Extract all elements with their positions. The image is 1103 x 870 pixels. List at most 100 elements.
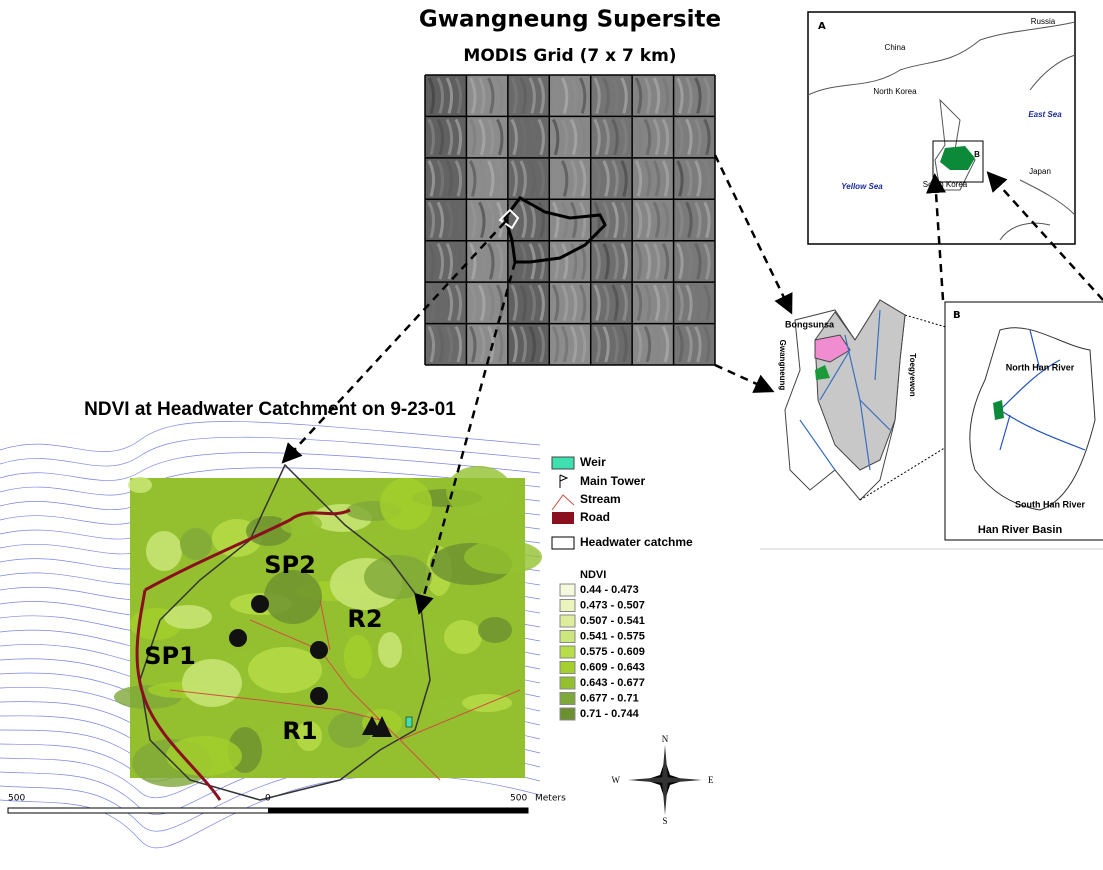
rivers — [999, 329, 1086, 451]
texture — [436, 325, 445, 363]
gwangneung-area — [815, 365, 830, 380]
texture — [593, 284, 601, 321]
ndvi-title: NDVI at Headwater Catchment on 9-23-01 — [84, 399, 456, 420]
compass-label: S — [662, 816, 667, 826]
ndvi-patch — [280, 513, 322, 535]
catchment-outline — [503, 196, 607, 264]
texture — [510, 284, 518, 321]
legend-swatch — [559, 707, 576, 721]
texture — [634, 201, 643, 239]
han-outline — [969, 327, 1096, 511]
texture — [469, 160, 477, 197]
texture — [445, 118, 454, 156]
texture — [519, 284, 527, 321]
texture — [593, 325, 601, 363]
texture — [661, 243, 670, 280]
texture — [634, 325, 643, 363]
ndvi-patch — [446, 466, 512, 516]
texture — [694, 201, 702, 239]
texture — [469, 284, 477, 321]
legend-label: Weir — [580, 455, 606, 469]
texture — [694, 77, 702, 114]
texture — [643, 284, 652, 321]
texture — [652, 160, 661, 197]
texture — [528, 160, 536, 197]
map-caption: Han River Basin — [978, 524, 1063, 536]
texture — [676, 284, 684, 321]
texture — [569, 325, 578, 363]
texture — [602, 325, 610, 363]
texture — [703, 201, 711, 239]
texture — [454, 325, 463, 363]
texture — [602, 243, 610, 280]
ndvi-patch — [164, 605, 212, 629]
texture — [676, 201, 684, 239]
texture — [703, 325, 711, 363]
texture — [634, 284, 643, 321]
texture — [611, 201, 619, 239]
grid-title: Gwangneung Supersite — [419, 7, 721, 33]
legend-swatch — [559, 614, 576, 628]
texture — [551, 284, 560, 321]
panel-label: B — [953, 310, 961, 321]
texture — [652, 284, 661, 321]
texture — [661, 201, 670, 239]
ndvi-patch — [296, 721, 322, 751]
texture — [593, 118, 601, 156]
arrow — [714, 363, 775, 393]
texture — [519, 77, 527, 114]
map-label: East Sea — [1028, 110, 1062, 119]
texture — [560, 284, 569, 321]
legend-label: 0.677 - 0.71 — [580, 692, 639, 704]
site-label: SP1 — [144, 642, 196, 670]
texture — [578, 160, 587, 197]
arrow — [926, 173, 946, 301]
compass-label: N — [662, 734, 669, 744]
legend-label: 0.473 - 0.507 — [580, 599, 645, 611]
texture — [620, 160, 628, 197]
stream — [169, 599, 521, 781]
texture — [652, 77, 661, 114]
legend-swatch — [559, 599, 576, 612]
texture — [487, 243, 495, 280]
map-label: South Han River — [1015, 499, 1086, 509]
texture — [578, 77, 587, 114]
texture — [703, 118, 711, 156]
texture — [685, 284, 693, 321]
ndvi-patch — [380, 478, 432, 530]
legend-label: 0.575 - 0.609 — [580, 646, 645, 658]
texture — [454, 243, 463, 280]
texture — [652, 325, 661, 363]
texture — [676, 325, 684, 363]
texture — [620, 118, 628, 156]
texture — [611, 325, 619, 363]
legend-swatch — [551, 456, 575, 470]
texture — [602, 284, 610, 321]
texture — [676, 243, 684, 280]
compass-label: W — [612, 775, 621, 785]
texture — [643, 118, 652, 156]
texture — [510, 77, 518, 114]
texture — [445, 77, 454, 114]
site-marker — [229, 629, 247, 647]
texture — [652, 201, 661, 239]
site-label: R2 — [347, 605, 382, 633]
texture — [703, 284, 711, 321]
texture — [519, 160, 527, 197]
texture — [537, 325, 545, 363]
legend-label: Stream — [580, 492, 621, 506]
texture — [436, 284, 445, 321]
texture — [510, 160, 518, 197]
texture — [602, 77, 610, 114]
texture — [676, 118, 684, 156]
texture — [578, 325, 587, 363]
ndvi-patch — [264, 570, 322, 624]
texture — [593, 243, 601, 280]
texture — [685, 160, 693, 197]
texture — [519, 325, 527, 363]
texture — [676, 160, 684, 197]
map-label: China — [885, 43, 906, 52]
texture — [427, 160, 436, 197]
texture — [560, 118, 569, 156]
